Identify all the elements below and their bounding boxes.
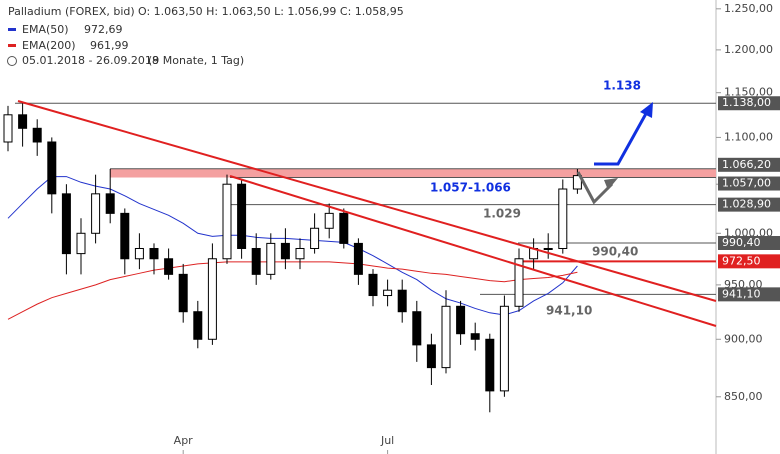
candle-body bbox=[441, 305, 451, 369]
arrow bbox=[576, 171, 614, 205]
level-box bbox=[718, 254, 780, 269]
level-label: 1.138,00 bbox=[722, 96, 771, 109]
annotation: 941,10 bbox=[546, 304, 592, 318]
candle-body bbox=[426, 344, 436, 369]
level-box bbox=[718, 176, 780, 191]
resistance-band bbox=[110, 168, 716, 178]
annotation: 1.029 bbox=[483, 207, 521, 221]
y-tick-label: 1.100,00 bbox=[724, 130, 773, 143]
candle-body bbox=[353, 242, 363, 275]
candle-body bbox=[368, 273, 378, 297]
level-label: 972,50 bbox=[722, 254, 761, 267]
y-tick-label: 1.200,00 bbox=[724, 43, 773, 56]
annotation: 990,40 bbox=[592, 245, 638, 259]
clock-icon bbox=[7, 56, 17, 66]
candle-body bbox=[76, 232, 86, 255]
candle-body bbox=[178, 273, 188, 313]
ema-line bbox=[7, 176, 578, 316]
x-tick-label: Apr bbox=[174, 434, 194, 447]
candle-body bbox=[324, 212, 334, 229]
legend-label: EMA(200) bbox=[22, 39, 76, 52]
legend-value: 972,69 bbox=[84, 23, 123, 36]
candle-body bbox=[543, 247, 553, 250]
candle-body bbox=[456, 305, 466, 335]
candle-body bbox=[134, 247, 144, 260]
candle-body bbox=[280, 242, 290, 260]
candle-body bbox=[164, 258, 174, 275]
arrow bbox=[594, 109, 650, 166]
y-tick-label: 850,00 bbox=[724, 390, 763, 403]
candle-body bbox=[149, 247, 159, 260]
legend-value: 961,99 bbox=[90, 39, 129, 52]
candle-body bbox=[572, 175, 582, 190]
candle-body bbox=[470, 333, 480, 340]
candle-body bbox=[91, 193, 101, 234]
candle-body bbox=[412, 311, 422, 346]
candle-body bbox=[499, 305, 509, 392]
candle-body bbox=[558, 188, 568, 249]
annotation: 1.057-1.066 bbox=[430, 181, 511, 195]
candle-body bbox=[383, 289, 393, 297]
candle-body bbox=[485, 338, 495, 392]
x-tick-label: Jul bbox=[380, 434, 394, 447]
candle-body bbox=[237, 183, 247, 249]
trend-line bbox=[17, 100, 717, 302]
period: 05.01.2018 - 26.09.2018 bbox=[22, 54, 159, 67]
level-label: 1.066,20 bbox=[722, 158, 771, 171]
candle-body bbox=[105, 193, 115, 214]
candle-body bbox=[310, 227, 320, 249]
y-tick-label: 900,00 bbox=[724, 332, 763, 345]
candle-body bbox=[397, 289, 407, 313]
level-box bbox=[718, 235, 780, 250]
candle-body bbox=[47, 141, 57, 195]
candle-body bbox=[295, 247, 305, 260]
legend-swatch bbox=[8, 44, 16, 47]
legend-label: EMA(50) bbox=[22, 23, 69, 36]
candle-body bbox=[222, 183, 232, 260]
period-note: (9 Monate, 1 Tag) bbox=[148, 54, 244, 67]
level-label: 990,40 bbox=[722, 236, 761, 249]
candle-body bbox=[193, 311, 203, 340]
level-box bbox=[718, 96, 780, 111]
candle-body bbox=[266, 242, 276, 275]
level-box bbox=[718, 287, 780, 302]
legend-swatch bbox=[8, 28, 16, 31]
candle-body bbox=[207, 258, 217, 340]
y-tick-label: 1.250,00 bbox=[724, 2, 773, 15]
level-label: 1.028,90 bbox=[722, 198, 771, 211]
candle-body bbox=[18, 114, 28, 129]
level-box bbox=[718, 157, 780, 172]
ohlc: O: 1.063,50 H: 1.063,50 L: 1.056,99 C: 1… bbox=[138, 5, 404, 18]
title: Palladium (FOREX, bid) bbox=[8, 5, 135, 18]
candle-body bbox=[339, 212, 349, 244]
arrow-head bbox=[604, 178, 618, 190]
level-label: 941,10 bbox=[722, 287, 761, 300]
level-label: 1.057,00 bbox=[722, 177, 771, 190]
arrow-head bbox=[640, 102, 653, 118]
y-tick-label: 1.150,00 bbox=[724, 86, 773, 99]
annotation: 1.138 bbox=[603, 79, 641, 93]
candle-body bbox=[3, 114, 13, 143]
ema-line bbox=[7, 261, 578, 320]
candle-body bbox=[32, 127, 42, 143]
candle-body bbox=[120, 212, 130, 260]
level-box bbox=[718, 197, 780, 212]
trend-line bbox=[229, 175, 717, 327]
candle-body bbox=[251, 247, 261, 275]
candle-body bbox=[61, 193, 71, 255]
candle-body bbox=[514, 258, 524, 307]
